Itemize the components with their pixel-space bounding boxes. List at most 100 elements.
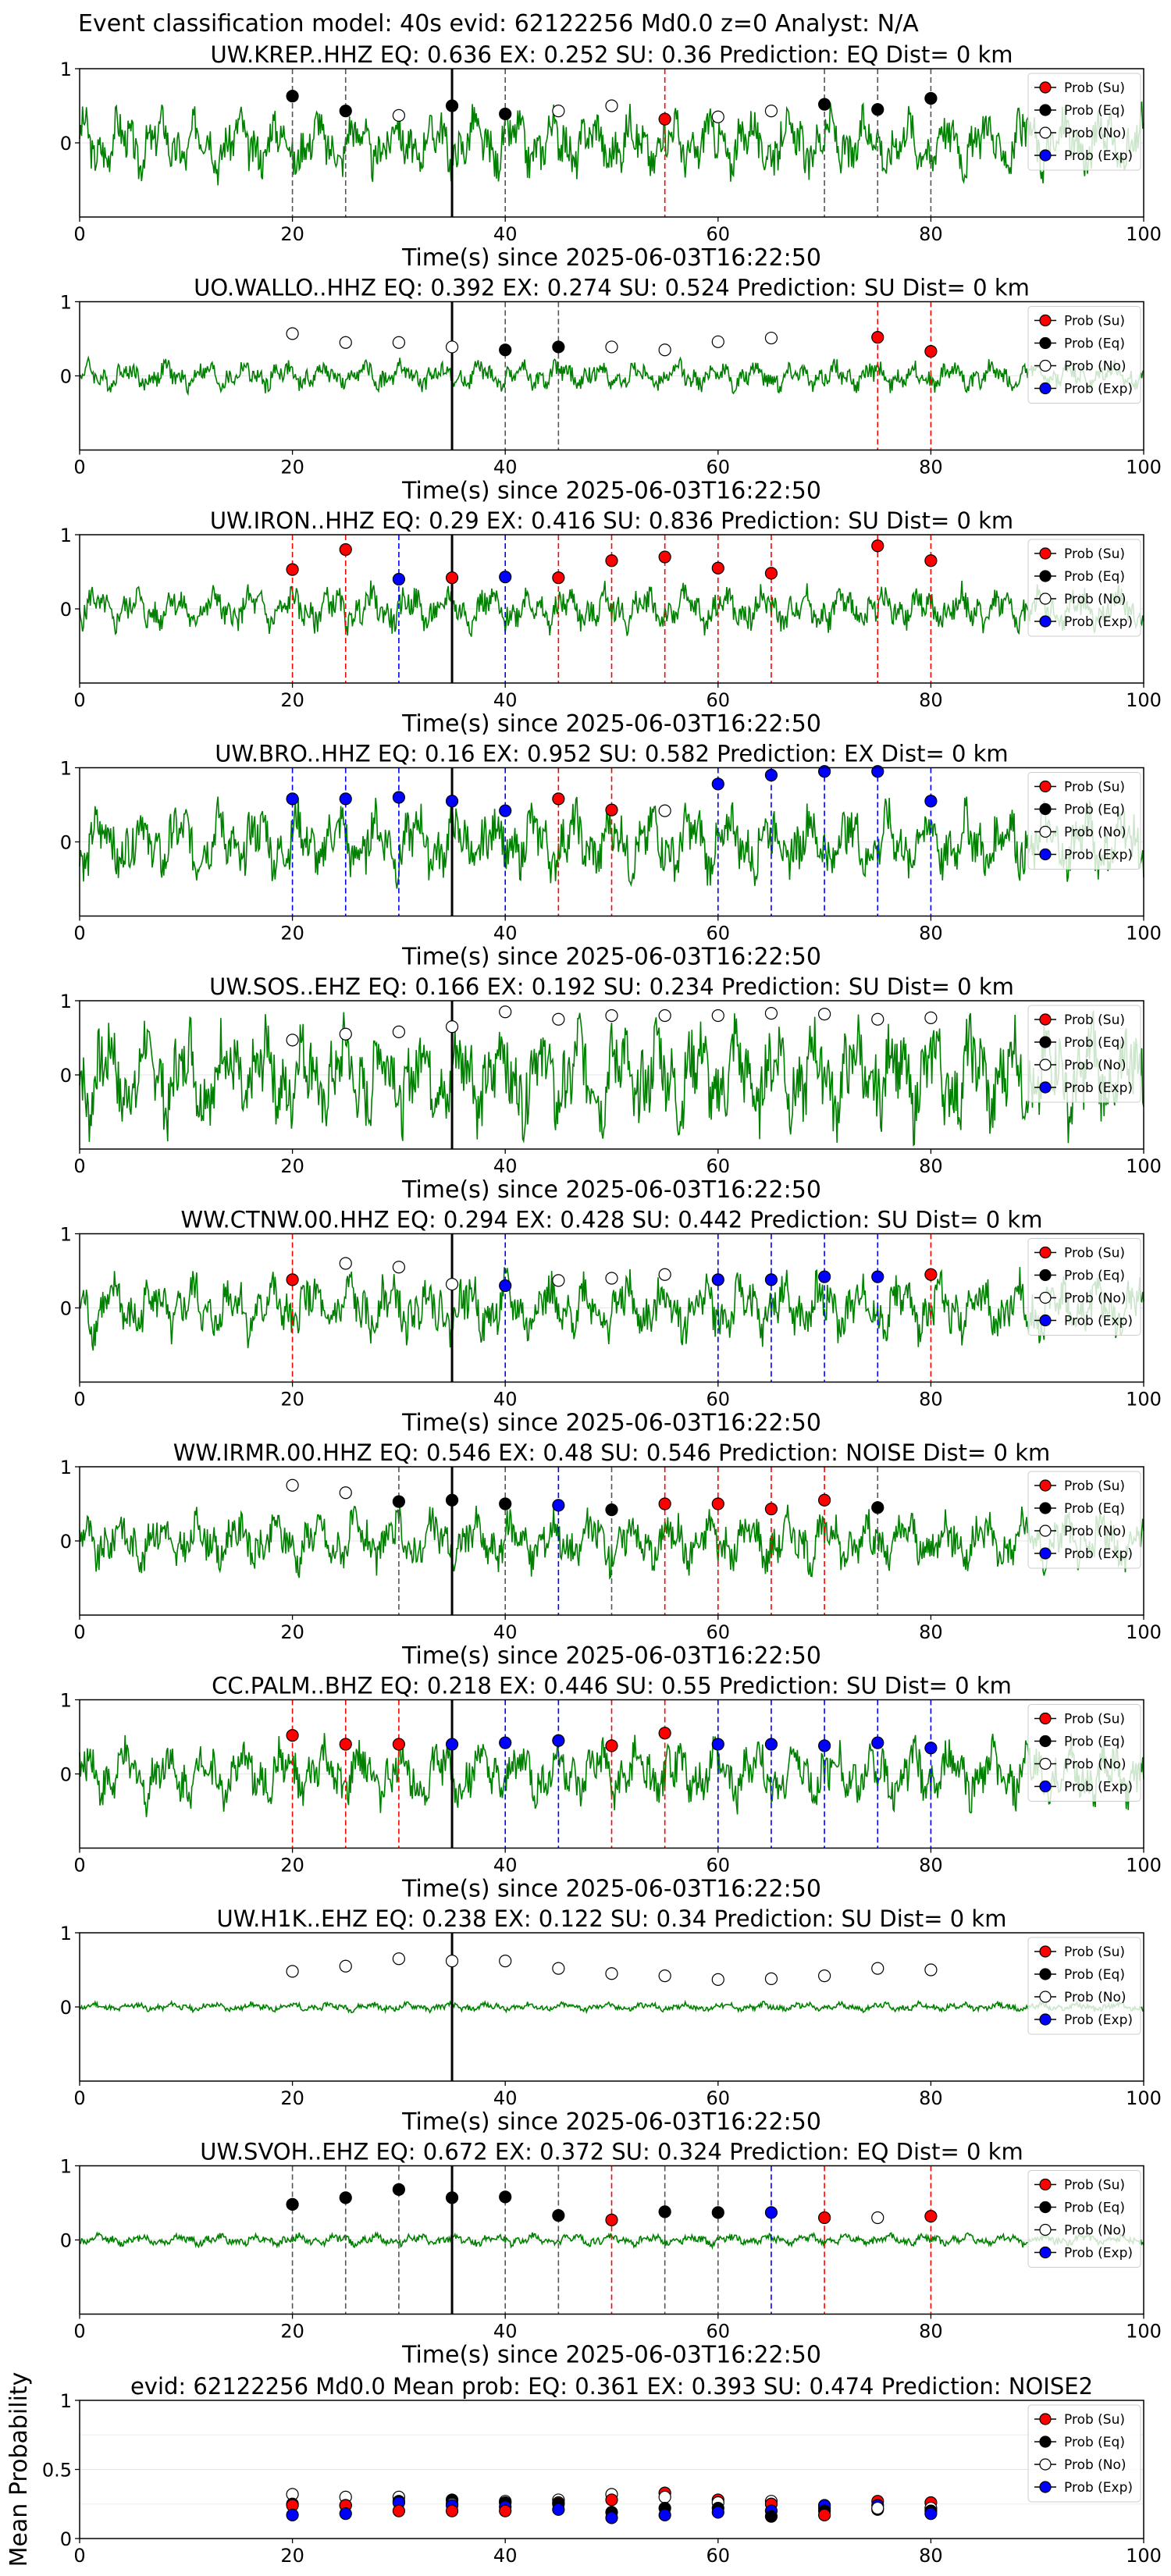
- prob-point-no: [605, 1009, 618, 1023]
- legend-label: Prob (Eq): [1064, 802, 1125, 818]
- prob-point-su: [711, 561, 724, 575]
- x-tick-label: 40: [493, 689, 518, 711]
- prob-point-no: [871, 2501, 884, 2515]
- legend-label: Prob (Eq): [1064, 1268, 1125, 1284]
- y-tick-label: 1: [60, 2390, 72, 2412]
- legend-marker: [1039, 1991, 1052, 2003]
- prob-point-exp: [499, 1736, 512, 1749]
- y-tick-label: 0: [60, 599, 72, 621]
- legend: Prob (Su) Prob (Eq) Prob (No) Prob (Exp): [1027, 306, 1141, 404]
- legend-label: Prob (Exp): [1064, 2480, 1133, 2496]
- legend-marker: [1039, 1547, 1052, 1560]
- prob-point-no: [339, 1027, 352, 1041]
- x-tick-label: 20: [280, 1155, 304, 1177]
- legend-marker: [1039, 336, 1052, 350]
- prob-point-eq: [871, 103, 884, 116]
- legend-label: Prob (Exp): [1064, 848, 1133, 863]
- waveform-trace: [79, 1010, 1144, 1147]
- prob-point-exp: [392, 791, 405, 804]
- panel-title: UW.SOS..EHZ EQ: 0.166 EX: 0.192 SU: 0.23…: [209, 973, 1014, 1000]
- x-tick-label: 80: [919, 223, 943, 245]
- prob-point-exp: [817, 1739, 831, 1752]
- legend-marker: [1039, 1059, 1052, 1071]
- x-tick-label: 60: [707, 689, 731, 711]
- legend-box: [1027, 1937, 1141, 2035]
- legend-marker: [1039, 2435, 1052, 2448]
- x-tick-label: 100: [1126, 923, 1162, 945]
- prob-point-exp: [339, 2507, 352, 2521]
- legend-marker: [1039, 1945, 1052, 1958]
- legend-label: Prob (Exp): [1064, 148, 1133, 164]
- legend: Prob (Su) Prob (Eq) Prob (No) Prob (Exp): [1027, 1704, 1141, 1802]
- x-tick-label: 0: [73, 1389, 85, 1411]
- y-tick-label: 0.5: [42, 2460, 72, 2482]
- legend-box: [1027, 2170, 1141, 2268]
- legend-marker: [1039, 81, 1052, 94]
- legend-marker: [1039, 1712, 1052, 1725]
- legend-label: Prob (No): [1064, 2457, 1127, 2473]
- prob-point-no: [392, 1952, 405, 1966]
- prob-point-su: [871, 331, 884, 344]
- x-tick-label: 20: [280, 2321, 304, 2343]
- x-axis-label: Time(s) since 2025-06-03T16:22:50: [401, 2108, 821, 2136]
- prob-point-exp: [764, 1738, 778, 1751]
- prob-point-no: [392, 109, 405, 122]
- x-tick-label: 100: [1126, 1855, 1162, 1877]
- legend: Prob (Su) Prob (Eq) Prob (No) Prob (Exp): [1027, 2404, 1141, 2503]
- prob-point-exp: [499, 1279, 512, 1293]
- prob-point-exp: [764, 2206, 778, 2219]
- legend-label: Prob (Eq): [1064, 1967, 1125, 1983]
- prob-point-exp: [711, 2506, 724, 2519]
- prob-point-eq: [817, 98, 831, 111]
- legend-marker: [1039, 1502, 1052, 1514]
- prob-point-exp: [711, 1738, 724, 1751]
- x-tick-label: 60: [707, 1855, 731, 1877]
- prob-point-no: [711, 1973, 724, 1986]
- legend-label: Prob (Eq): [1064, 2435, 1125, 2450]
- prob-point-eq: [764, 2510, 778, 2523]
- x-tick-label: 100: [1126, 1155, 1162, 1177]
- prob-point-su: [658, 1497, 671, 1510]
- legend-label: Prob (No): [1064, 1757, 1127, 1773]
- panel-title: UW.BRO..HHZ EQ: 0.16 EX: 0.952 SU: 0.582…: [215, 741, 1008, 767]
- station-panel: 0 20 40 60 80 100 0 1 UW.BRO..HHZ EQ: 0.16 EX: 0…: [60, 741, 1162, 971]
- prob-point-su: [552, 571, 565, 585]
- y-tick-label: 0: [60, 1764, 72, 1786]
- prob-point-eq: [445, 2191, 459, 2204]
- prob-point-no: [445, 340, 459, 354]
- prob-point-su: [286, 1273, 299, 1286]
- station-panel: 0 20 40 60 80 100 0 1 UW.KREP..HHZ EQ: 0.636 EX:…: [60, 41, 1162, 272]
- legend-label: Prob (Su): [1064, 314, 1125, 329]
- legend-marker: [1039, 1036, 1052, 1048]
- x-axis-label: Time(s) since 2025-06-03T16:22:50: [401, 710, 821, 738]
- figure-suptitle: Event classification model: 40s evid: 62…: [78, 10, 919, 37]
- prob-point-su: [605, 1739, 618, 1752]
- prob-point-no: [658, 343, 671, 357]
- x-tick-label: 60: [707, 1155, 731, 1177]
- x-tick-label: 0: [73, 1621, 85, 1643]
- prob-point-su: [605, 2213, 618, 2226]
- x-tick-label: 40: [493, 1621, 518, 1643]
- prob-point-no: [871, 1012, 884, 1026]
- prob-point-no: [764, 1972, 778, 1985]
- x-tick-label: 20: [280, 1389, 304, 1411]
- prob-point-no: [817, 1007, 831, 1021]
- prob-point-no: [924, 1963, 938, 1976]
- x-tick-label: 80: [919, 457, 943, 479]
- prob-point-eq: [499, 107, 512, 121]
- legend-marker: [1039, 149, 1052, 162]
- legend-marker: [1039, 615, 1052, 628]
- y-tick-label: 1: [60, 758, 72, 780]
- x-tick-label: 100: [1126, 457, 1162, 479]
- prob-point-no: [658, 2490, 671, 2503]
- legend-label: Prob (No): [1064, 126, 1127, 141]
- y-tick-label: 0: [60, 1531, 72, 1553]
- prob-point-no: [605, 1272, 618, 1285]
- x-tick-label: 80: [919, 923, 943, 945]
- prob-point-su: [924, 1268, 938, 1281]
- x-tick-label: 60: [707, 2321, 731, 2343]
- x-tick-label: 20: [280, 1621, 304, 1643]
- prob-point-no: [658, 1969, 671, 1983]
- legend-marker: [1039, 2458, 1052, 2471]
- x-tick-label: 0: [73, 923, 85, 945]
